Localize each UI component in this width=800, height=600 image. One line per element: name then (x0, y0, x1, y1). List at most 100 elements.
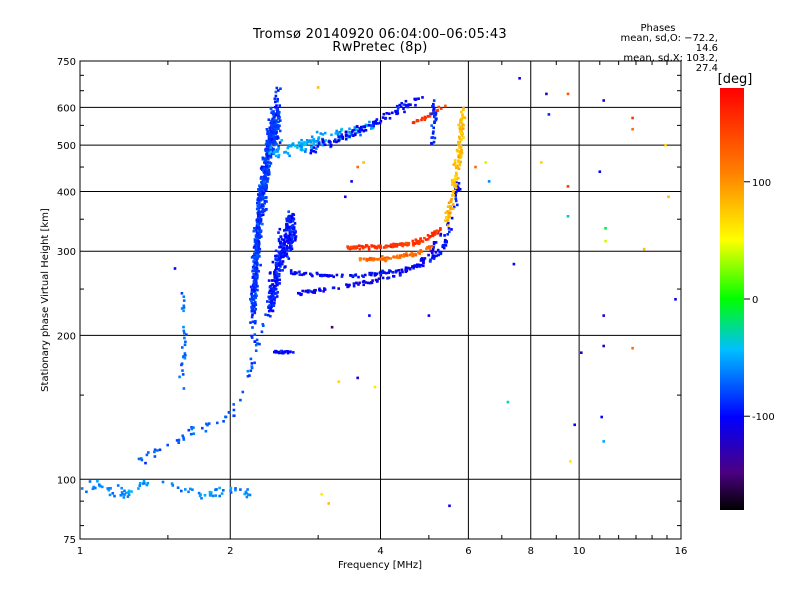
data-point (250, 288, 254, 291)
data-point (604, 227, 607, 230)
data-point (145, 453, 149, 457)
data-point (300, 273, 304, 277)
data-point (278, 245, 281, 249)
data-point (139, 457, 143, 460)
data-point (448, 230, 451, 234)
y-axis-label: Stationary phase Virtual Height [km] (40, 208, 51, 392)
data-point (183, 352, 187, 355)
data-point (256, 236, 259, 240)
data-point (262, 204, 265, 208)
data-point (274, 113, 278, 117)
data-point (182, 387, 186, 390)
data-point (250, 299, 253, 303)
data-point (265, 169, 268, 173)
data-point (261, 198, 265, 201)
data-point (323, 131, 327, 135)
data-point (273, 298, 276, 302)
data-point (137, 487, 140, 490)
data-point (254, 320, 257, 323)
data-point (312, 150, 316, 153)
data-point (349, 245, 353, 249)
data-point (405, 252, 408, 255)
data-point (432, 106, 435, 109)
data-point (198, 494, 202, 498)
data-point (268, 140, 271, 144)
data-point (674, 298, 677, 301)
data-point (288, 350, 292, 354)
x-tick-label: 1 (77, 546, 83, 557)
data-point (437, 253, 440, 257)
data-point (370, 244, 374, 248)
data-point (200, 497, 203, 500)
data-point (357, 275, 360, 279)
data-point (272, 152, 275, 155)
data-point (363, 245, 367, 249)
data-point (631, 116, 634, 120)
data-point (267, 134, 271, 138)
data-point (289, 230, 293, 233)
data-point (251, 269, 255, 273)
data-point (254, 292, 257, 295)
data-point (280, 252, 284, 256)
data-point (291, 143, 294, 146)
data-point (273, 132, 277, 135)
data-point (320, 274, 324, 278)
data-point (330, 133, 333, 137)
data-point (301, 289, 304, 293)
data-point (315, 130, 319, 134)
data-point (361, 245, 365, 249)
data-point (266, 157, 270, 161)
data-point (127, 491, 130, 494)
y-tick-label: 750 (57, 57, 76, 68)
data-point (274, 280, 277, 283)
data-point (602, 99, 605, 102)
data-point (287, 225, 290, 229)
data-point (415, 265, 419, 269)
data-point (454, 186, 458, 189)
data-point (425, 238, 428, 241)
data-point (271, 149, 274, 153)
data-point (258, 220, 262, 223)
data-point (265, 154, 269, 157)
data-point (399, 273, 402, 277)
data-point (286, 146, 290, 150)
data-point (566, 185, 570, 188)
gridlines (80, 61, 681, 539)
data-point (359, 133, 362, 137)
data-point (294, 231, 297, 234)
data-point (447, 215, 450, 219)
data-point (257, 209, 261, 213)
data-point (351, 247, 355, 250)
data-point (182, 438, 186, 441)
data-point (269, 106, 273, 110)
data-point (269, 146, 272, 149)
data-point (358, 257, 362, 260)
data-point (338, 130, 342, 134)
x-tick-label: 8 (528, 546, 534, 557)
data-point (257, 244, 260, 247)
data-point (269, 271, 272, 274)
data-point (253, 283, 256, 287)
data-point (274, 135, 277, 139)
data-point (248, 374, 251, 377)
data-point (322, 274, 325, 277)
data-point (344, 133, 348, 136)
data-point (602, 440, 605, 443)
data-point (277, 113, 281, 116)
data-point (189, 487, 192, 491)
data-point (274, 90, 278, 94)
data-point (462, 136, 465, 139)
data-point (387, 271, 390, 274)
data-point (272, 291, 275, 294)
data-point (267, 137, 271, 140)
data-point (271, 283, 275, 286)
data-point (275, 257, 278, 260)
data-point (431, 254, 435, 257)
data-point (453, 159, 457, 162)
data-point (293, 232, 296, 236)
data-point (290, 234, 293, 238)
data-point (282, 238, 285, 242)
data-point (289, 269, 293, 272)
data-point (292, 351, 295, 354)
data-point (297, 291, 300, 295)
